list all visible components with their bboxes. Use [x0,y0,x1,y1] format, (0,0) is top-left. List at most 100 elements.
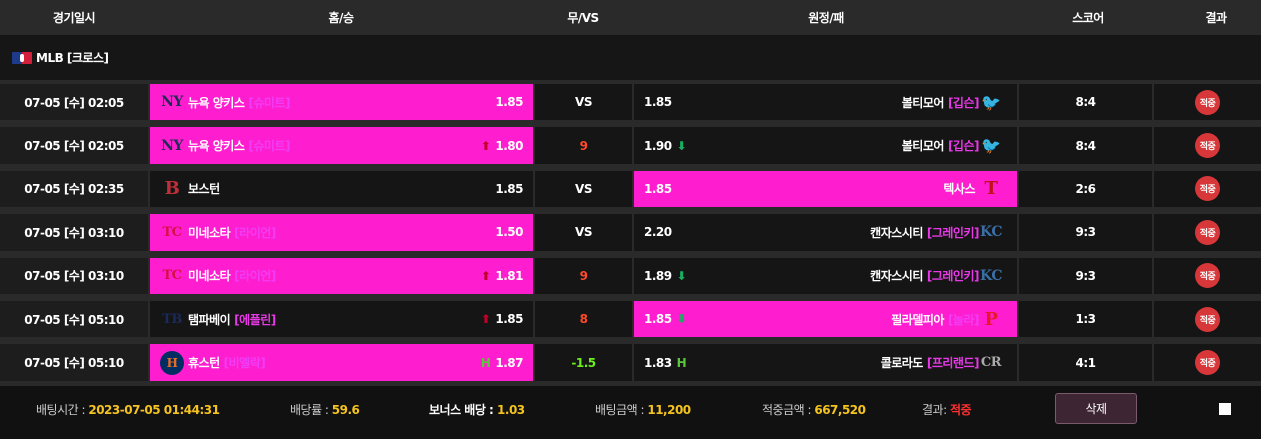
bet-row: 07-05 [수] 05:10 H 휴스턴 [비엘락] H 1.87 -1.5 1.83 H 콜로… [0,342,1261,385]
odds-value: 1.85 [495,312,523,327]
team-name: 필라델피아 [891,312,944,327]
result-badge: 적중 [1195,89,1220,115]
draw-pick[interactable]: VS [535,84,632,121]
bet-result: 결과: 적중 [922,402,972,417]
bet-summary: 배팅시간 : 2023-07-05 01:44:31 배당률 : 59.6 보너… [0,385,1261,439]
draw-pick[interactable]: -1.5 [535,344,632,381]
team-logo-icon: NY [161,137,183,154]
draw-pick[interactable]: 9 [535,257,632,294]
pitcher-name: [라이언] [234,269,276,284]
hold-icon: H [480,355,491,370]
home-pick[interactable]: TC 미네소타 [라이언] 1.50 [150,214,533,251]
odds-value: 1.85 [644,181,672,196]
pitcher-name: [깁슨] [947,139,980,154]
draw-pick[interactable]: 9 [535,127,632,164]
score: 4:1 [1019,344,1152,381]
home-pick[interactable]: B 보스턴 1.85 [150,170,533,208]
bet-row: 07-05 [수] 03:10 TC 미네소타 [라이언] 1.50 VS 2.20 캔자스시… [0,212,1261,255]
home-pick[interactable]: TB 탬파베이 [에플린] ⬆ 1.85 [150,300,533,338]
mlb-flag-icon [12,51,32,64]
league-row: MLB [크로스] [0,35,1261,80]
away-pick[interactable]: 1.83 H 콜로라도 [프리랜드] CR [634,344,1017,381]
team-name: 볼티모어 [901,139,945,154]
away-pick[interactable]: 1.85 텍사스 T [634,170,1017,208]
team-logo-icon: B [164,178,180,200]
team-name: 미네소타 [188,269,231,284]
draw-pick[interactable]: VS [535,170,632,208]
score: 9:3 [1019,214,1152,251]
team-name: 뉴욕 양키스 [188,139,245,154]
pitcher-name: [깁슨] [947,95,980,110]
game-date: 07-05 [수] 03:10 [0,257,148,294]
odds-value: 1.80 [495,138,523,153]
hold-icon: H [676,355,687,370]
away-pick[interactable]: 1.85 ⬇ 필라델피아 [놀라] P [634,300,1017,338]
team-logo-icon: 🐦 [981,92,1001,112]
arrow-up-icon: ⬆ [480,268,491,283]
team-logo-icon: KC [980,267,1002,284]
delete-button[interactable]: 삭제 [1055,392,1137,424]
away-pick[interactable]: 1.89 ⬇ 캔자스시티 [그레인키] KC [634,257,1017,294]
team-name: 캔자스시티 [870,269,923,284]
team-name: 뉴욕 양키스 [188,95,245,110]
home-pick[interactable]: H 휴스턴 [비엘락] H 1.87 [150,344,533,381]
odds-value: 1.89 [644,268,672,283]
odds-value: 1.50 [495,225,523,240]
result-badge: 적중 [1195,219,1220,245]
header-score: 스코어 [1072,11,1104,25]
team-name: 콜로라도 [880,356,924,371]
draw-pick[interactable]: 8 [535,300,632,338]
odds-value: 1.85 [644,312,672,327]
team-name: 휴스턴 [188,356,220,371]
home-pick[interactable]: NY 뉴욕 양키스 [슈미트] ⬆ 1.80 [150,127,533,164]
away-pick[interactable]: 1.90 ⬇ 볼티모어 [깁슨] 🐦 [634,127,1017,164]
result-badge: 적중 [1195,306,1220,332]
odds-value: 1.85 [495,95,523,110]
team-logo-icon: TC [162,224,182,240]
odds-value: 1.90 [644,138,672,153]
pitcher-name: [슈미트] [248,95,290,110]
team-logo-icon: NY [161,94,183,111]
score: 8:4 [1019,127,1152,164]
game-date: 07-05 [수] 05:10 [0,344,148,381]
table-header: 경기일시 홈/승 무/VS 원정/패 스코어 결과 [0,0,1261,35]
arrow-up-icon: ⬆ [480,138,491,153]
score: 9:3 [1019,257,1152,294]
pitcher-name: [그레인키] [926,269,980,284]
odds-value: 1.81 [495,268,523,283]
home-pick[interactable]: TC 미네소타 [라이언] ⬆ 1.81 [150,257,533,294]
pitcher-name: [에플린] [234,312,276,327]
arrow-down-icon: ⬇ [676,138,687,153]
pitcher-name: [비엘락] [223,356,266,371]
home-pick[interactable]: NY 뉴욕 양키스 [슈미트] 1.85 [150,84,533,121]
game-date: 07-05 [수] 02:35 [0,170,148,208]
odds-value: 1.85 [495,181,523,196]
bet-row: 07-05 [수] 05:10 TB 탬파베이 [에플린] ⬆ 1.85 8 1.85 ⬇ 필라델… [0,299,1261,342]
draw-pick[interactable]: VS [535,214,632,251]
result-badge: 적중 [1195,133,1220,159]
odds-value: 1.85 [644,95,672,110]
score: 2:6 [1019,170,1152,208]
team-name: 보스턴 [188,182,220,197]
away-pick[interactable]: 1.85 볼티모어 [깁슨] 🐦 [634,84,1017,121]
odds-rate: 배당률 : 59.6 [290,402,360,417]
game-date: 07-05 [수] 05:10 [0,300,148,338]
pitcher-name: [라이언] [234,225,276,240]
win-amount: 적중금액 : 667,520 [762,402,866,417]
header-result: 결과 [1205,11,1227,25]
team-logo-icon: CR [980,355,1002,371]
team-logo-icon: TB [162,311,182,327]
team-name: 탬파베이 [188,312,231,327]
odds-value: 1.87 [495,355,523,370]
result-badge: 적중 [1195,263,1220,289]
score: 1:3 [1019,300,1152,338]
pitcher-name: [프리랜드] [926,356,980,371]
result-badge: 적중 [1195,350,1220,376]
team-logo-icon: T [984,178,998,200]
bet-rows: 07-05 [수] 02:05 NY 뉴욕 양키스 [슈미트] 1.85 VS 1.85 볼티… [0,80,1261,386]
game-date: 07-05 [수] 03:10 [0,214,148,251]
arrow-down-icon: ⬇ [676,312,687,327]
bonus-odds: 보너스 배당 : 1.03 [429,402,525,417]
select-checkbox[interactable] [1219,402,1231,415]
away-pick[interactable]: 2.20 캔자스시티 [그레인키] KC [634,214,1017,251]
